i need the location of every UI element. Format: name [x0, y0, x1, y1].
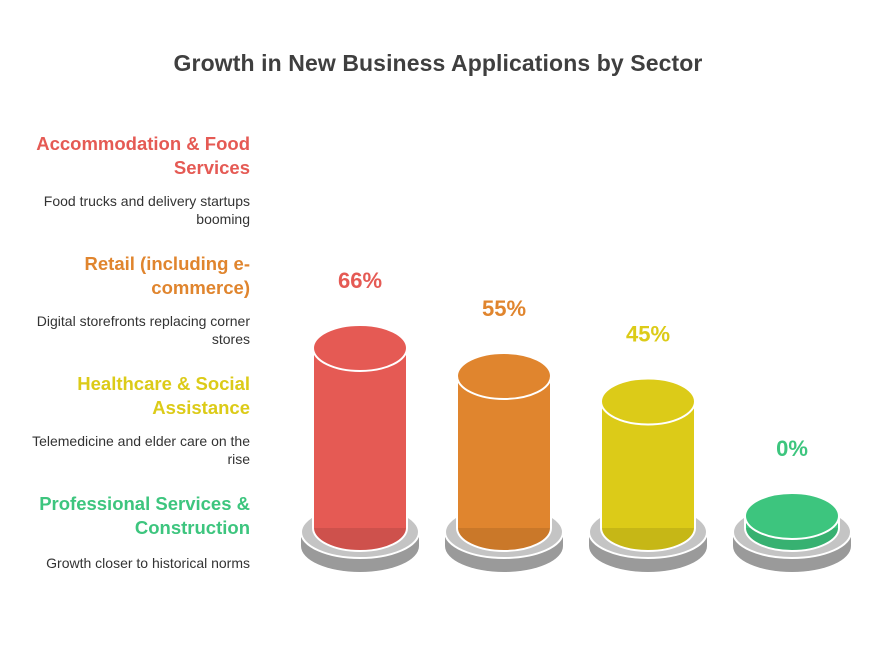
legend-name: Healthcare & Social Assistance [77, 373, 250, 418]
cylinder-body [313, 348, 407, 528]
cylinder-top [312, 324, 408, 372]
bar-0: 66% [300, 268, 420, 572]
bar-1: 55% [444, 296, 564, 572]
cylinder-top [600, 377, 696, 426]
legend-name: Accommodation & Food Services [36, 133, 250, 178]
legend-name: Retail (including e-commerce) [84, 253, 250, 298]
legend-description: Digital storefronts replacing corner sto… [36, 313, 250, 347]
legend-description: Food trucks and delivery startups boomin… [43, 193, 250, 227]
chart-title: Growth in New Business Applications by S… [173, 50, 703, 76]
legend-description: Telemedicine and elder care on the rise [32, 433, 250, 467]
legend-entry-professional: Professional Services & Construction Gro… [20, 492, 250, 572]
bar-2: 45% [588, 321, 708, 572]
legend-description: Growth closer to historical norms [46, 555, 250, 571]
legend-entry-accommodation: Accommodation & Food Services Food truck… [20, 132, 250, 228]
legend-entry-healthcare: Healthcare & Social Assistance Telemedic… [20, 372, 250, 468]
value-label: 66% [338, 268, 382, 293]
cylinder-top [744, 492, 840, 540]
value-label: 55% [482, 296, 526, 321]
value-label: 0% [776, 436, 808, 461]
cylinder-body [457, 376, 551, 528]
legend-entry-retail: Retail (including e-commerce) Digital st… [20, 252, 250, 348]
legend-name: Professional Services & Construction [39, 493, 250, 538]
cylinder-top [456, 352, 552, 400]
bar-3: 0% [732, 436, 852, 572]
value-label: 45% [626, 321, 670, 346]
